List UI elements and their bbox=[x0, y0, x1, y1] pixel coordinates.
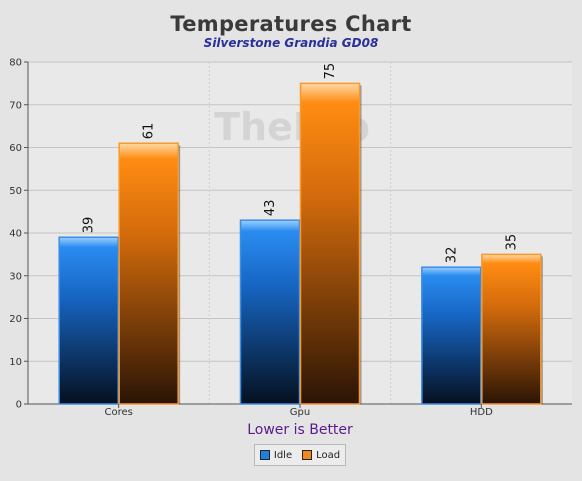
legend-swatch-load bbox=[302, 450, 313, 460]
y-tick-label: 0 bbox=[16, 400, 22, 411]
bar-idle-hdd bbox=[421, 266, 482, 405]
data-label: 43 bbox=[263, 200, 278, 217]
legend-item-load: Load bbox=[302, 450, 340, 461]
bar-idle-cores bbox=[58, 236, 119, 405]
bar-idle-gpu bbox=[239, 219, 301, 405]
data-label: 61 bbox=[142, 123, 157, 140]
y-tick-label: 80 bbox=[9, 58, 22, 69]
legend-swatch-idle bbox=[259, 450, 270, 460]
data-label: 75 bbox=[323, 63, 338, 80]
data-label: 39 bbox=[82, 217, 97, 234]
legend-label-load: Load bbox=[316, 449, 341, 461]
x-tick-label: Cores bbox=[104, 407, 132, 418]
legend-label-idle: Idle bbox=[273, 449, 293, 461]
bar-load-cores bbox=[118, 142, 179, 405]
y-tick-label: 50 bbox=[9, 186, 22, 197]
y-tick-label: 20 bbox=[9, 314, 22, 325]
y-tick-label: 70 bbox=[9, 100, 22, 111]
y-tick-label: 60 bbox=[9, 143, 22, 154]
legend-item-idle: Idle bbox=[259, 449, 293, 461]
chart-legend: Idle Load bbox=[254, 444, 346, 466]
x-tick-label: HDD bbox=[470, 407, 493, 418]
chart-subtitle: Silverstone Grandia GD08 bbox=[203, 36, 379, 50]
y-tick-label: 30 bbox=[9, 271, 22, 282]
bar-load-hdd bbox=[481, 253, 542, 405]
chart-title: Temperatures Chart bbox=[170, 12, 412, 36]
bar-load-gpu bbox=[299, 82, 361, 405]
x-axis-label: Lower is Better bbox=[247, 422, 353, 438]
y-tick-label: 10 bbox=[9, 357, 22, 368]
data-label: 32 bbox=[444, 247, 459, 264]
x-tick-label: Gpu bbox=[290, 407, 310, 418]
data-label: 35 bbox=[504, 234, 519, 251]
y-tick-label: 40 bbox=[9, 229, 22, 240]
